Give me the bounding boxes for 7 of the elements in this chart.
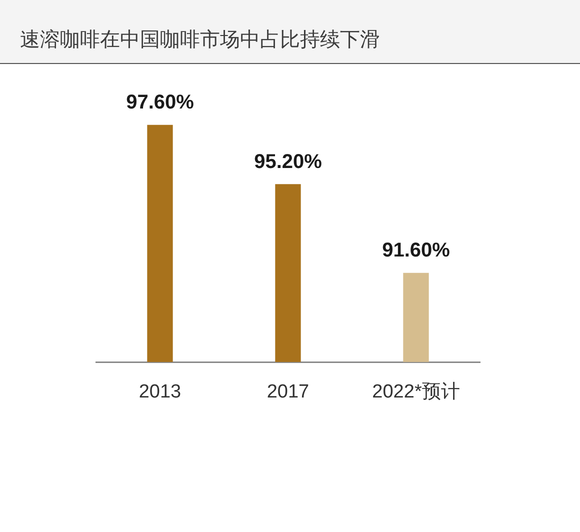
data-label: 95.20% xyxy=(254,150,322,173)
x-tick-label: 2017 xyxy=(266,382,310,403)
x-tick-label: 2013 xyxy=(138,382,182,403)
chart-title: 速溶咖啡在中国咖啡市场中占比持续下滑 xyxy=(20,28,380,53)
data-label: 97.60% xyxy=(126,92,194,114)
data-label: 91.60% xyxy=(382,240,450,262)
x-tick-label: 2022*预计 xyxy=(372,382,460,403)
